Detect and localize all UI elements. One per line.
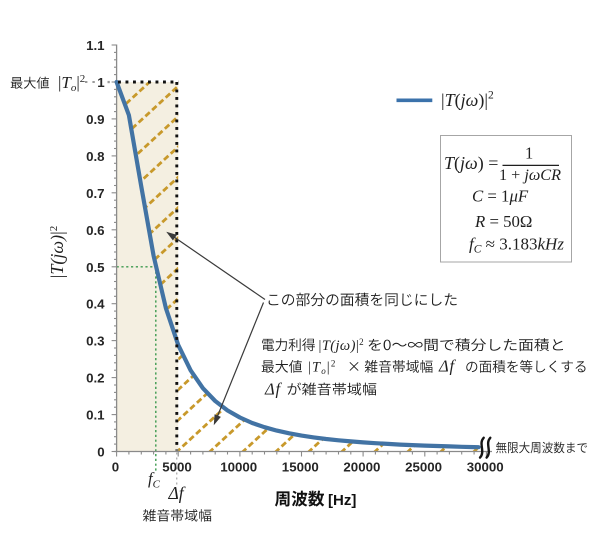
svg-text:0.6: 0.6 [86, 223, 105, 238]
svg-text:0.1: 0.1 [86, 408, 105, 423]
svg-text:T(jω) =: T(jω) = [444, 153, 498, 174]
svg-text:1: 1 [97, 75, 105, 90]
svg-text:|To|2: |To|2 [58, 73, 85, 94]
svg-text:1.1: 1.1 [86, 38, 105, 53]
svg-text:R = 50Ω: R = 50Ω [474, 212, 532, 231]
svg-text:C = 1μF: C = 1μF [472, 187, 529, 206]
svg-text:25000: 25000 [405, 459, 442, 474]
svg-text:|T(jω)|2: |T(jω)|2 [47, 226, 68, 278]
svg-text:[Hz]: [Hz] [328, 492, 356, 509]
svg-text:20000: 20000 [343, 459, 380, 474]
svg-text:0.5: 0.5 [86, 260, 105, 275]
svg-text:|To|2: |To|2 [308, 359, 336, 377]
svg-text:0.8: 0.8 [86, 149, 105, 164]
svg-text:0: 0 [97, 445, 104, 460]
svg-text:0.2: 0.2 [86, 371, 105, 386]
svg-text:Δf: Δf [264, 379, 282, 398]
svg-text:30000: 30000 [467, 459, 504, 474]
svg-text:1 + jωCR: 1 + jωCR [499, 166, 561, 184]
svg-text:0.4: 0.4 [86, 297, 105, 312]
svg-text:15000: 15000 [282, 459, 319, 474]
svg-text:|T(jω)|2: |T(jω)|2 [441, 90, 494, 112]
svg-text:0.7: 0.7 [86, 186, 105, 201]
svg-text:0: 0 [112, 459, 119, 474]
svg-text:1: 1 [525, 144, 533, 163]
svg-text:fC ≈ 3.183kHz: fC ≈ 3.183kHz [469, 235, 564, 256]
svg-text:|T(jω)|2: |T(jω)|2 [319, 337, 365, 354]
svg-text:0.9: 0.9 [86, 112, 105, 127]
svg-text:10000: 10000 [220, 459, 257, 474]
svg-text:Δf: Δf [168, 483, 186, 503]
svg-text:5000: 5000 [162, 459, 192, 474]
svg-text:0.3: 0.3 [86, 334, 105, 349]
svg-text:Δf: Δf [438, 357, 456, 376]
